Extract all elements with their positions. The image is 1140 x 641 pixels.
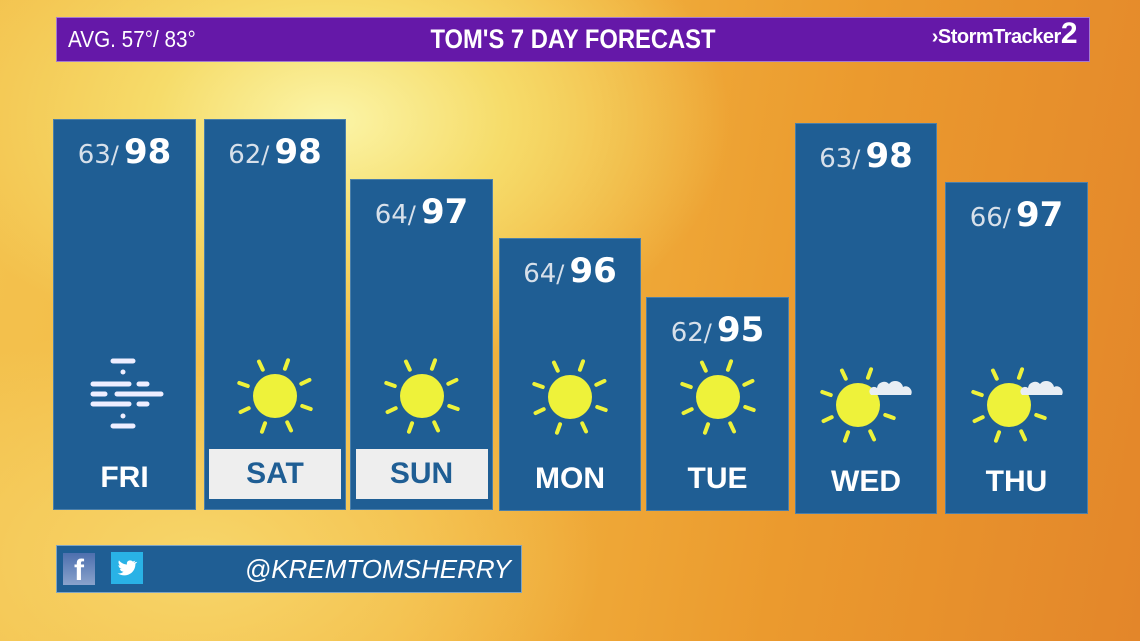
high-temp: 97 [1015,195,1064,235]
day-label: FRI [100,461,149,494]
temperature: 66/ 97 [969,195,1064,235]
forecast-day-sat: 62/ 98 SAT [204,119,346,510]
stormtracker-logo: ›StormTracker2 [931,17,1078,50]
high-temp: 96 [569,251,617,291]
day-label: THU [985,465,1048,498]
social-handle[interactable]: @KREMTOMSHERRY [244,554,511,584]
low-temp: 64 [374,200,408,230]
low-temp: 62 [228,140,262,170]
forecast-day-mon: 64/ 96 MON [499,238,641,511]
twitter-icon[interactable] [111,552,143,584]
high-temp: 95 [716,310,765,350]
day-label: MON [535,462,605,495]
forecast-day-tue: 62/ 95 TUE [646,297,789,511]
day-label: WED [831,465,901,498]
header-bar: AVG. 57°/ 83° TOM'S 7 DAY FORECAST ›Stor… [56,17,1090,62]
temperature: 63/ 98 [77,132,172,172]
low-temp: 62 [670,318,704,348]
facebook-icon[interactable]: f [63,553,95,587]
forecast-day-fri: 63/ 98 FRI [53,119,196,510]
high-temp: 97 [420,192,469,232]
low-temp: 64 [523,259,557,289]
high-temp: 98 [274,132,322,172]
average-temps: AVG. 57°/ 83° [68,26,196,52]
day-label: TUE [687,462,748,495]
forecast-day-wed: 63/ 98 WED [795,123,937,514]
low-temp: 63 [819,144,853,174]
forecast-day-thu: 66/ 97 THU [945,182,1088,514]
page-title: TOM'S 7 DAY FORECAST [430,24,716,54]
temperature: 64/ 96 [523,251,617,291]
forecast-day-sun: 64/ 97 SUN [350,179,493,510]
high-temp: 98 [865,136,913,176]
low-temp: 63 [77,140,111,170]
low-temp: 66 [969,203,1003,233]
high-temp: 98 [123,132,172,172]
temperature: 64/ 97 [374,192,469,232]
temperature: 63/ 98 [819,136,913,176]
day-label: SAT [209,449,341,499]
day-label: SUN [355,449,488,499]
social-bar: f @KREMTOMSHERRY [56,545,522,593]
temperature: 62/ 98 [228,132,322,172]
temperature: 62/ 95 [670,310,765,350]
